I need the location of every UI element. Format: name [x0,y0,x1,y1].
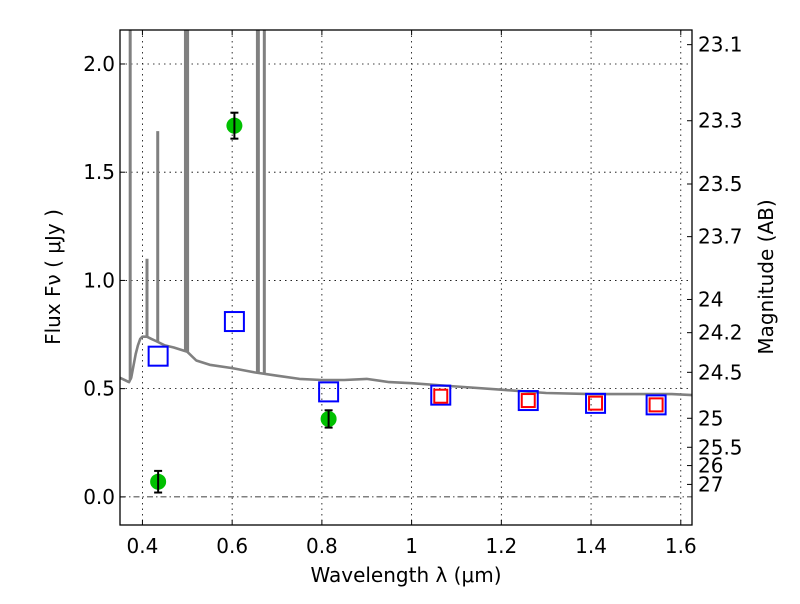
right-tick-label: 26 [698,454,723,478]
blue-square-marker [645,394,667,416]
x-tick-label: 0.4 [127,534,159,558]
blue-square-marker [585,392,607,414]
plot-clip-group [120,30,692,494]
y-axis-label: Flux Fν ( μJy ) [41,209,65,345]
ticks: 0.4 0.6 0.8 1 1.2 1.4 1.6 0.0 0.5 1.0 1.5 2.0 23.1 23… [83,30,743,558]
right-tick-label: 23.3 [698,109,743,133]
right-tick-label: 27 [698,472,723,496]
right-tick-label: 23.7 [698,225,743,249]
right-tick-label: 23.5 [698,172,743,196]
axes-frame [119,29,693,526]
right-tick-label: 23.1 [698,33,743,57]
plot-area [120,30,692,494]
blue-square-marker [318,381,340,403]
right-tick-label: 24.2 [698,321,743,345]
y-tick-label: 2.0 [83,52,115,76]
y-axis-right-label: Magnitude (AB) [754,199,778,354]
y-tick-label: 0.0 [83,485,115,509]
x-tick-label: 0.8 [306,534,338,558]
blue-square-marker [147,345,169,367]
y-tick-label: 1.5 [83,160,115,184]
blue-square-marker [223,311,245,333]
x-tick-label: 1 [405,534,418,558]
y-tick-label: 0.5 [83,377,115,401]
x-tick-label: 1.6 [665,534,697,558]
red-square-marker [648,397,664,413]
x-axis-label: Wavelength λ (μm) [310,563,501,587]
right-tick-label: 25 [698,406,723,430]
red-square-marker [588,395,604,411]
red-square-marker [433,388,449,404]
red-square-marker [520,393,536,409]
right-tick-label: 24.5 [698,360,743,384]
x-tick-label: 0.6 [216,534,248,558]
blue-square-marker [517,390,539,412]
right-tick-label: 24 [698,287,723,311]
blue-square-marker [430,384,452,406]
right-tick-label: 25.5 [698,435,743,459]
x-tick-label: 1.4 [575,534,607,558]
x-tick-label: 1.2 [485,534,517,558]
spectrum-line [120,335,692,397]
grid [120,30,692,525]
y-tick-label: 1.0 [83,268,115,292]
